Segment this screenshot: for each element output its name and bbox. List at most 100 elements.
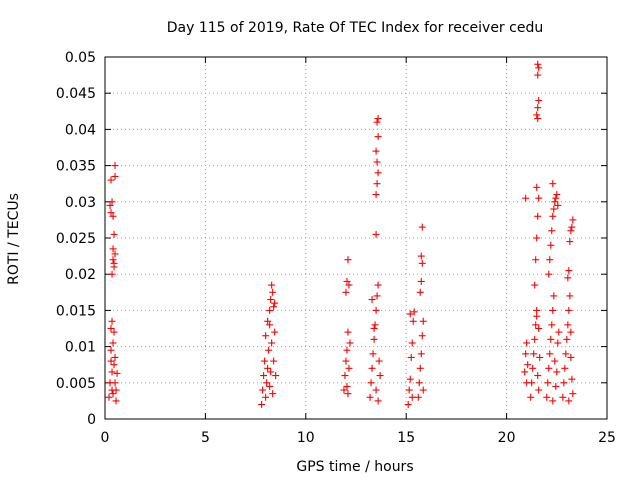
data-point	[534, 71, 542, 79]
data-point	[566, 292, 574, 300]
data-point	[271, 328, 279, 336]
data-point	[524, 361, 532, 369]
data-point	[535, 64, 543, 72]
data-point	[408, 339, 416, 347]
data-point	[533, 111, 541, 119]
data-point	[271, 299, 279, 307]
data-point	[550, 292, 558, 300]
data-point	[270, 303, 278, 311]
data-point	[409, 317, 417, 325]
data-point	[111, 162, 119, 170]
data-point	[546, 350, 554, 358]
data-point	[110, 230, 118, 238]
data-point	[565, 306, 573, 314]
data-point	[548, 227, 556, 235]
data-point	[259, 386, 267, 394]
data-point	[535, 96, 543, 104]
data-point	[560, 379, 568, 387]
data-point	[545, 364, 553, 372]
data-point	[415, 379, 423, 387]
data-point	[267, 368, 275, 376]
data-point	[532, 256, 540, 264]
data-point	[268, 339, 276, 347]
x-tick-label: 20	[498, 430, 516, 446]
x-tick-label: 15	[397, 430, 415, 446]
data-point	[416, 288, 424, 296]
data-point	[408, 393, 416, 401]
data-point	[264, 364, 272, 372]
data-point	[108, 317, 116, 325]
data-point	[107, 325, 115, 332]
data-point	[343, 277, 351, 285]
y-tick-label: 0.045	[56, 86, 96, 102]
data-point	[536, 353, 544, 361]
data-point	[342, 288, 350, 296]
data-point	[272, 372, 280, 380]
data-point	[562, 350, 570, 358]
data-point	[419, 317, 427, 325]
data-point	[530, 350, 538, 358]
data-point	[374, 133, 382, 141]
x-tick-label: 10	[297, 430, 315, 446]
data-point	[549, 180, 557, 188]
data-point	[105, 393, 113, 401]
data-point	[532, 321, 540, 329]
data-points	[105, 60, 577, 409]
data-point	[552, 382, 560, 390]
data-point	[564, 274, 572, 282]
data-point	[418, 332, 426, 340]
data-point	[523, 339, 531, 347]
data-point	[370, 335, 378, 343]
data-point	[534, 212, 542, 220]
data-point	[405, 386, 413, 394]
data-point	[263, 379, 271, 387]
data-point	[552, 194, 560, 202]
data-point	[342, 357, 350, 365]
y-tick-label: 0.025	[56, 231, 96, 247]
data-point	[529, 364, 537, 372]
data-point	[546, 256, 554, 264]
data-point	[343, 346, 351, 354]
data-point	[110, 328, 118, 336]
data-point	[549, 212, 557, 220]
data-point	[551, 357, 559, 365]
data-point	[112, 397, 120, 405]
y-tick-label: 0.05	[65, 50, 96, 66]
data-point	[407, 353, 415, 361]
data-point	[109, 212, 117, 220]
data-point	[522, 194, 530, 202]
data-point	[406, 310, 414, 318]
data-point	[551, 198, 559, 206]
axis-ticks: 0 5 10 15 20 25 0 0.005 0.01 0.015 0.02 0.025 0.03 0.…	[56, 50, 616, 446]
data-point	[406, 375, 414, 383]
plot-frame	[104, 56, 608, 420]
data-point	[553, 368, 561, 376]
data-point	[554, 339, 562, 347]
data-point	[266, 382, 274, 390]
data-point	[374, 115, 382, 123]
data-point	[543, 393, 551, 401]
x-axis-label: GPS time / hours	[296, 459, 413, 475]
data-point	[375, 357, 383, 365]
data-point	[109, 339, 117, 347]
data-point	[369, 350, 377, 358]
data-point	[549, 306, 557, 314]
y-tick-label: 0.02	[65, 267, 96, 283]
data-point	[527, 393, 535, 401]
data-point	[108, 198, 116, 206]
data-point	[417, 350, 425, 358]
data-point	[372, 230, 380, 238]
data-point	[108, 368, 116, 376]
chart-title: Day 115 of 2019, Rate Of TEC Index for r…	[167, 20, 543, 36]
data-point	[566, 238, 574, 246]
data-point	[374, 169, 382, 177]
data-point	[344, 328, 352, 336]
data-point	[270, 357, 278, 365]
data-point	[267, 296, 275, 304]
data-point	[372, 386, 380, 394]
data-point	[108, 270, 116, 278]
data-point	[416, 364, 424, 372]
y-tick-label: 0.01	[65, 340, 96, 356]
data-point	[548, 321, 556, 329]
